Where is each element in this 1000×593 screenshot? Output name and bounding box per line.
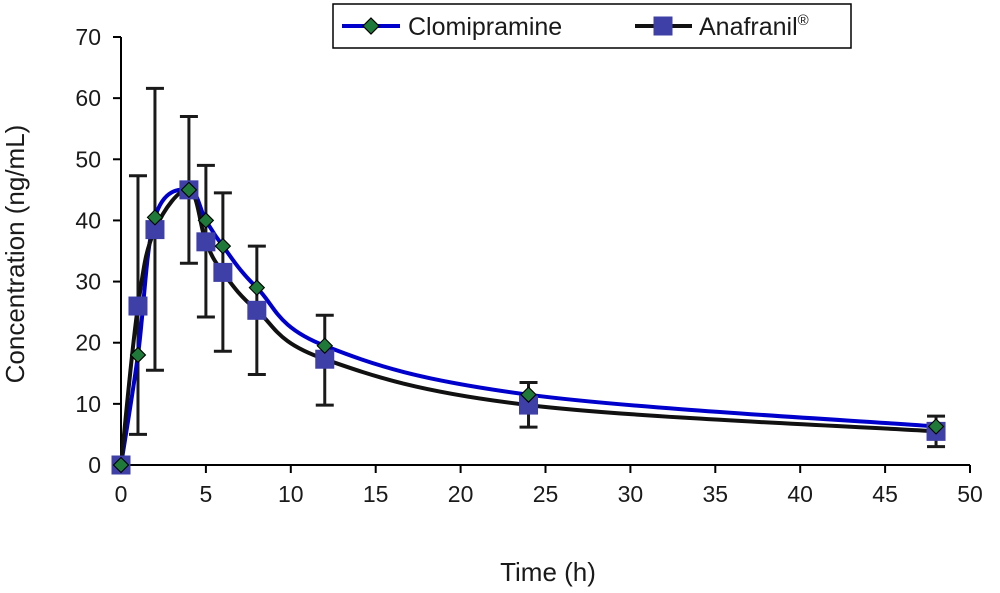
x-tick-label: 10 xyxy=(278,481,304,507)
data-point-anafranil xyxy=(128,296,148,316)
x-tick-label: 20 xyxy=(448,481,474,507)
x-tick-label: 15 xyxy=(363,481,389,507)
data-point-anafranil xyxy=(247,300,267,320)
x-tick-label: 40 xyxy=(787,481,813,507)
x-tick-label: 45 xyxy=(872,481,898,507)
data-point-clomipramine xyxy=(927,418,945,435)
data-point-clomipramine xyxy=(146,209,164,226)
error-bars xyxy=(128,86,946,449)
data-point-clomipramine xyxy=(112,456,130,474)
data-point-clomipramine xyxy=(197,212,215,229)
data-point-clomipramine xyxy=(129,346,147,364)
x-tick-label: 0 xyxy=(115,481,128,507)
data-point-clomipramine xyxy=(316,337,334,355)
legend-marker-clomipramine xyxy=(362,17,380,35)
series-markers xyxy=(111,180,946,475)
y-tick-label: 70 xyxy=(75,24,101,50)
y-tick-label: 60 xyxy=(75,85,101,111)
data-point-anafranil xyxy=(196,232,216,252)
legend-box xyxy=(332,3,852,49)
y-axis-title: Concentration (ng/mL) xyxy=(0,125,30,384)
series-line-clomipramine xyxy=(119,187,939,467)
y-tick-label: 20 xyxy=(75,330,101,356)
y-tick-label: 50 xyxy=(75,146,101,172)
legend-label-anafranil: Anafranil® xyxy=(699,12,809,41)
axes: 0 5 10 15 20 25 30 35 40 45 50 0 10 20 30 40 50 60 70 xyxy=(75,24,982,507)
y-tick-label: 10 xyxy=(75,391,101,417)
y-tick-label: 0 xyxy=(88,452,101,478)
x-tick-label: 25 xyxy=(533,481,559,507)
y-tick-label: 30 xyxy=(75,269,101,295)
legend: Clomipramine Anafranil® xyxy=(332,3,852,49)
legend-label-anafranil-name: Anafranil xyxy=(699,13,798,41)
data-point-clomipramine xyxy=(214,237,232,255)
data-point-clomipramine xyxy=(520,386,537,403)
x-tick-label: 50 xyxy=(957,481,983,507)
data-point-clomipramine xyxy=(248,279,266,296)
x-tick-label: 5 xyxy=(200,481,213,507)
x-tick-label: 35 xyxy=(703,481,729,507)
legend-label-anafranil-registered: ® xyxy=(798,12,809,29)
legend-label-clomipramine: Clomipramine xyxy=(408,13,562,41)
y-tick-label: 40 xyxy=(75,207,101,233)
x-tick-label: 30 xyxy=(618,481,644,507)
data-point-clomipramine xyxy=(180,181,198,199)
data-point-anafranil xyxy=(213,262,233,282)
legend-marker-anafranil xyxy=(653,16,673,36)
x-axis-title: Time (h) xyxy=(500,557,596,587)
